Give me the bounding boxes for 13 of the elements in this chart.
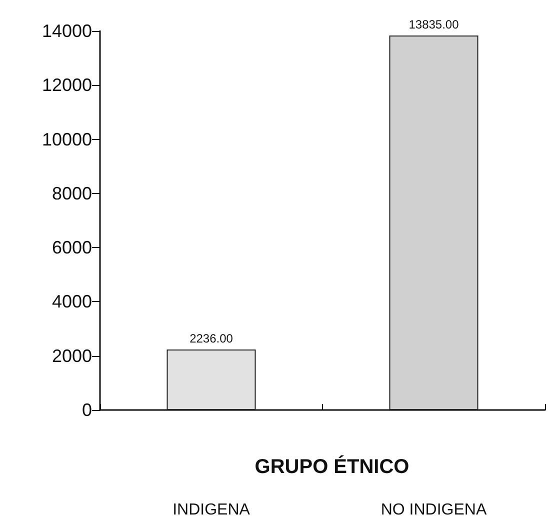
x-tick-label: NO INDIGENA [380,502,487,518]
y-tick-label: 2000 [52,346,92,366]
y-tick-label: 4000 [52,292,92,312]
y-tick-label: 0 [82,400,92,420]
y-tick-label: 8000 [52,183,92,204]
y-tick-label: 10000 [42,129,92,150]
data-label: 13835.00 [408,17,460,32]
y-tick-label: 14000 [42,21,92,41]
x-axis-title: GRUPO ÉTNICO [254,455,410,478]
x-tick-label: INDIGENA [172,502,250,518]
data-label: 2236.00 [190,331,234,346]
y-tick-label: 6000 [52,238,92,258]
y-tick-label: 12000 [42,75,92,96]
